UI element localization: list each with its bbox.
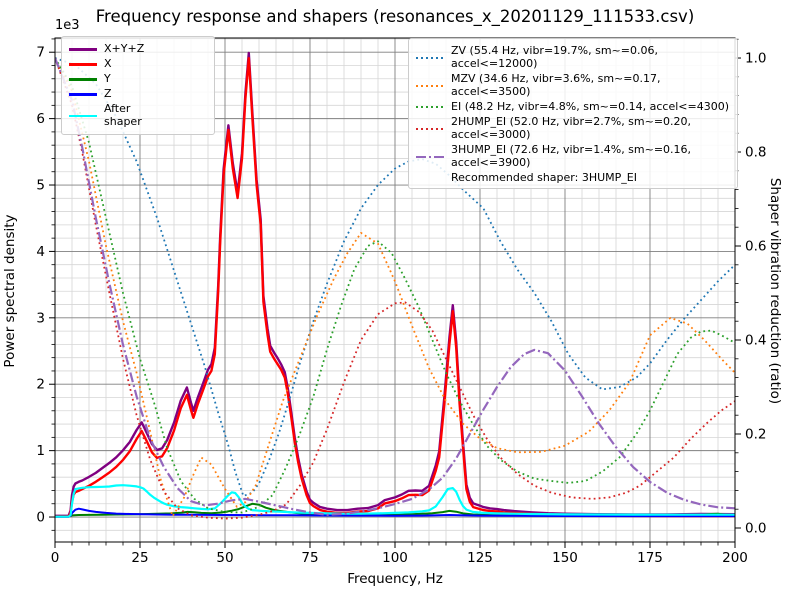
legend-item: X: [69, 56, 207, 71]
legend-item: 2HUMP_EI (52.0 Hz, vibr=2.7%, sm~=0.20, …: [416, 114, 730, 142]
y-left-tick-label: 3: [36, 310, 45, 326]
legend-line-sample-dotted: [416, 127, 444, 130]
legend-item: After shaper: [69, 101, 207, 129]
legend-item: ZV (55.4 Hz, vibr=19.7%, sm~=0.06, accel…: [416, 44, 730, 71]
legend-item: Z: [69, 86, 207, 101]
legend-line-sample-solid: [69, 114, 97, 118]
y-left-tick-label: 7: [36, 45, 45, 61]
y-left-tick-label: 4: [36, 244, 45, 260]
legend-line-sample-solid: [69, 48, 97, 51]
legend-item-label: X: [104, 56, 112, 70]
legend-line-sample-solid: [69, 93, 97, 96]
legend-item: EI (48.2 Hz, vibr=4.8%, sm~=0.14, accel<…: [416, 99, 730, 114]
x-tick-label: 125: [467, 550, 493, 566]
legend-item: MZV (34.6 Hz, vibr=3.6%, sm~=0.17, accel…: [416, 71, 730, 99]
y-right-tick-label: 0.0: [745, 520, 766, 536]
y-left-tick-label: 2: [36, 377, 45, 393]
legend-line-sample-dashdot: [416, 155, 444, 158]
legend-item: Y: [69, 71, 207, 86]
legend-item-label: Y: [104, 71, 111, 85]
series-ZV: [55, 57, 735, 497]
x-tick-label: 100: [382, 550, 408, 566]
series-3HUMP-EI: [55, 57, 735, 516]
legend-line-sample-dotted: [416, 56, 444, 59]
legend-item-label: 3HUMP_EI (72.6 Hz, vibr=1.4%, sm~=0.16, …: [451, 142, 692, 169]
x-axis-label: Frequency, Hz: [347, 571, 443, 587]
y-right-tick-label: 0.8: [745, 145, 766, 161]
series-2HUMP-EI: [55, 57, 735, 520]
y-axis-label-left: Power spectral density: [2, 214, 18, 368]
legend-item-label: X+Y+Z: [104, 42, 145, 55]
legend-line-sample-dotted: [416, 84, 444, 87]
x-tick-label: 50: [216, 550, 233, 566]
legend-line-sample-solid: [69, 63, 97, 66]
x-tick-label: 25: [131, 550, 148, 566]
y-left-tick-label: 0: [36, 510, 45, 526]
y-axis-label-right: Shaper vibration reduction (ratio): [767, 177, 783, 405]
legend-item-label: 2HUMP_EI (52.0 Hz, vibr=2.7%, sm~=0.20, …: [451, 114, 692, 141]
legend-item-label: EI (48.2 Hz, vibr=4.8%, sm~=0.14, accel<…: [451, 99, 729, 113]
y-right-tick-label: 0.6: [745, 239, 766, 255]
legend-item-label: MZV (34.6 Hz, vibr=3.6%, sm~=0.17, accel…: [451, 71, 661, 98]
y-left-tick-label: 6: [36, 111, 45, 127]
legend-item-label: Z: [104, 86, 112, 100]
series-MZV: [55, 57, 735, 518]
legend-item: X+Y+Z: [69, 42, 207, 56]
legend-line-sample-dotted: [416, 106, 444, 109]
series-Z: [55, 507, 735, 518]
axis-offset-text: 1e3: [55, 18, 80, 33]
x-tick-label: 0: [51, 550, 60, 566]
legend-item-label: After shaper: [104, 101, 142, 128]
legend-psd: X+Y+Z X Y Z After shaper: [61, 36, 215, 135]
legend-line-sample-solid: [69, 78, 97, 81]
y-left-tick-label: 5: [36, 178, 45, 194]
x-tick-label: 200: [722, 550, 748, 566]
legend-item-label: ZV (55.4 Hz, vibr=19.7%, sm~=0.06, accel…: [451, 44, 658, 70]
x-tick-label: 75: [301, 550, 318, 566]
chart-title: Frequency response and shapers (resonanc…: [95, 7, 695, 26]
legend-item: 3HUMP_EI (72.6 Hz, vibr=1.4%, sm~=0.16, …: [416, 142, 730, 170]
y-right-tick-label: 1.0: [745, 51, 766, 67]
x-tick-label: 175: [637, 550, 663, 566]
y-right-tick-label: 0.2: [745, 427, 766, 443]
x-tick-label: 150: [552, 550, 578, 566]
y-right-tick-label: 0.4: [745, 333, 766, 349]
legend-shapers: ZV (55.4 Hz, vibr=19.7%, sm~=0.06, accel…: [408, 38, 738, 189]
y-left-tick-label: 1: [36, 443, 45, 459]
legend-footer: Recommended shaper: 3HUMP_EI: [451, 170, 637, 184]
